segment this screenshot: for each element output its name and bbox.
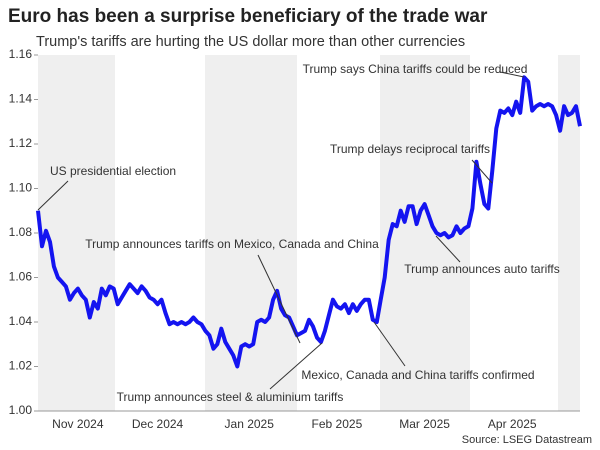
chart-title: Euro has been a surprise beneficiary of …	[8, 6, 488, 27]
x-tick-label: Feb 2025	[312, 417, 363, 431]
y-tick-label: 1.14	[9, 92, 33, 106]
annotation: Trump announces steel & aluminium tariff…	[117, 390, 344, 404]
month-band	[380, 55, 470, 411]
y-tick-label: 1.16	[9, 47, 33, 61]
source: Source: LSEG Datastream	[462, 434, 592, 446]
line	[36, 75, 582, 369]
annotation-pointer	[257, 254, 301, 344]
annotation: Mexico, Canada and China tariffs confirm…	[301, 368, 534, 382]
annotation-pointer	[373, 321, 406, 367]
annotation-pointer	[37, 180, 69, 211]
y-tick-label: 1.02	[9, 359, 33, 373]
x-tick-label: Apr 2025	[488, 417, 537, 431]
x-tick-label: Nov 2024	[52, 417, 104, 431]
annotation-pointer	[499, 71, 525, 78]
y-tick-label: 1.10	[9, 181, 33, 195]
month-band	[38, 55, 115, 411]
x-tick-label: Jan 2025	[225, 417, 275, 431]
month-band	[205, 55, 297, 411]
annotation: Trump delays reciprocal tariffs	[330, 142, 490, 156]
annotation: Trump announces auto tariffs	[404, 262, 559, 276]
y-tick-label: 1.12	[9, 136, 33, 150]
annotation-pointer	[471, 159, 493, 184]
x-tick-label: Dec 2024	[132, 417, 184, 431]
annotation: US presidential election	[50, 164, 176, 178]
y-tick-label: 1.04	[9, 314, 33, 328]
y-tick-label: 1.08	[9, 225, 33, 239]
chart-subtitle: Trump's tariffs are hurting the US dolla…	[36, 34, 465, 50]
annotation-pointer	[435, 235, 461, 263]
y-tick-label: 1.00	[9, 403, 33, 417]
annotation-pointer	[269, 342, 323, 390]
y-tick-label: 1.06	[9, 270, 33, 284]
annotation: Trump announces tariffs on Mexico, Canad…	[85, 237, 379, 251]
x-tick-label: Mar 2025	[399, 417, 450, 431]
annotation: Trump says China tariffs could be reduce…	[303, 62, 528, 76]
month-band	[558, 55, 580, 411]
